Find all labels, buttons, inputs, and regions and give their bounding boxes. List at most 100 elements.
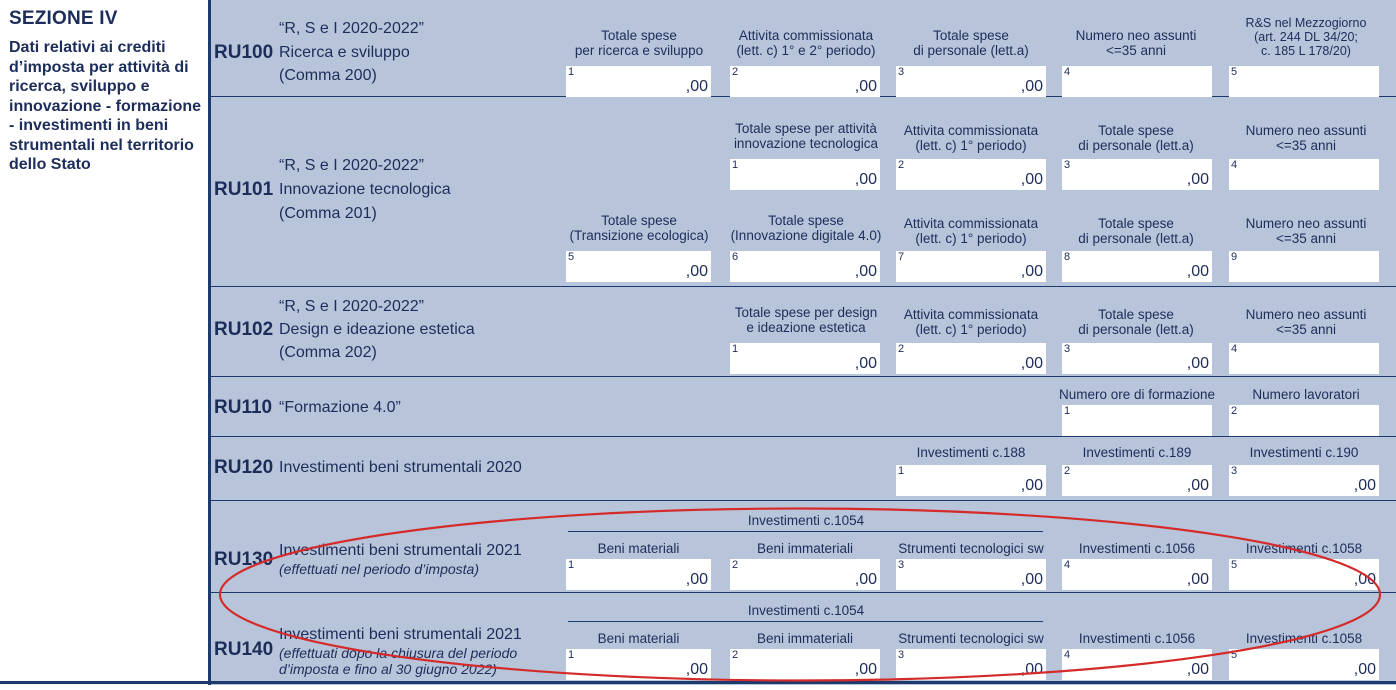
field-label: Attivita commissionata (lett. c) 1° e 2° …: [736, 28, 876, 58]
field-label: Investimenti c.190: [1249, 445, 1359, 460]
row-title-line3: (Comma 202): [279, 344, 377, 361]
amount-field[interactable]: 8,00: [1062, 251, 1212, 282]
amount-field[interactable]: 3,00: [1062, 159, 1212, 190]
amount-field[interactable]: 2,00: [730, 649, 880, 680]
amount-field[interactable]: 3,00: [896, 559, 1046, 590]
row-ru140: RU140 Investimenti beni strumentali 2021…: [211, 593, 1396, 681]
amount-field[interactable]: 5,00: [1229, 559, 1379, 590]
row-title-line1: “R, S e I 2020-2022”: [279, 20, 424, 37]
group-label: Investimenti c.1054: [747, 603, 865, 618]
amount-field[interactable]: 5,00: [566, 251, 711, 282]
group-divider: [568, 531, 1043, 532]
row-code: RU130: [214, 549, 274, 570]
field-label: Attivita commissionata (lett. c) 1° perio…: [903, 123, 1039, 153]
row-title-line3: (Comma 201): [279, 205, 377, 222]
count-field[interactable]: 1: [1062, 405, 1212, 436]
row-code: RU102: [214, 319, 274, 340]
row-title-line1: Investimenti beni strumentali 2020: [279, 459, 522, 476]
row-ru120: RU120 Investimenti beni strumentali 2020…: [211, 437, 1396, 501]
amount-field[interactable]: 2,00: [896, 159, 1046, 190]
section-title: SEZIONE IV: [9, 8, 118, 29]
group-divider: [568, 621, 1043, 622]
row-ru110: RU110 “Formazione 4.0” Numero ore di for…: [211, 377, 1396, 437]
field-label: Totale spese (Transizione ecologica): [569, 213, 709, 243]
amount-field[interactable]: 6,00: [730, 251, 880, 282]
field-label: Totale spese di personale (lett.a): [1078, 216, 1194, 246]
amount-field[interactable]: 2,00: [1062, 465, 1212, 496]
row-title-line1: “R, S e I 2020-2022”: [279, 157, 424, 174]
row-title-line1: “Formazione 4.0”: [279, 399, 401, 416]
field-label: Totale spese di personale (lett.a): [1078, 123, 1194, 153]
amount-field[interactable]: 3,00: [896, 66, 1046, 97]
field-label: Totale spese (Innovazione digitale 4.0): [730, 213, 882, 243]
count-field[interactable]: 9: [1229, 251, 1379, 282]
field-label: Investimenti c.1058: [1245, 541, 1363, 556]
row-title-line1: “R, S e I 2020-2022”: [279, 298, 424, 315]
section-sidebar: SEZIONE IV Dati relativi ai crediti d’im…: [0, 0, 208, 685]
amount-field[interactable]: 4,00: [1062, 649, 1212, 680]
amount-field[interactable]: 1,00: [730, 159, 880, 190]
field-label: Strumenti tecnologici sw: [898, 541, 1044, 556]
field-label: Attivita commissionata (lett. c) 1° perio…: [903, 307, 1039, 337]
field-label: Totale spese per design e ideazione estet…: [734, 305, 878, 335]
row-ru101: RU101 “R, S e I 2020-2022” Innovazione t…: [211, 97, 1396, 287]
field-label: Investimenti c.189: [1082, 445, 1192, 460]
amount-field[interactable]: 7,00: [896, 251, 1046, 282]
count-field[interactable]: 4: [1229, 159, 1379, 190]
field-label: Investimenti c.1058: [1245, 631, 1363, 646]
amount-field[interactable]: 1,00: [566, 66, 711, 97]
count-field[interactable]: 5: [1229, 66, 1379, 97]
field-label: Beni materiali: [597, 631, 680, 646]
row-code: RU100: [214, 42, 274, 63]
row-title-line3: (Comma 200): [279, 67, 377, 84]
amount-field[interactable]: 1,00: [566, 649, 711, 680]
field-label: Strumenti tecnologici sw: [898, 631, 1044, 646]
amount-field[interactable]: 4,00: [1062, 559, 1212, 590]
group-label: Investimenti c.1054: [747, 513, 865, 528]
amount-field[interactable]: 3,00: [1229, 465, 1379, 496]
row-title-line3: d’imposta e fino al 30 giugno 2022): [279, 661, 497, 677]
amount-field[interactable]: 5,00: [1229, 649, 1379, 680]
form-area: RU100 “R, S e I 2020-2022” Ricerca e svi…: [208, 0, 1396, 685]
field-label: Beni materiali: [597, 541, 680, 556]
field-label: Numero neo assunti <=35 anni: [1245, 307, 1367, 337]
row-ru102: RU102 “R, S e I 2020-2022” Design e idea…: [211, 287, 1396, 377]
row-title-line1: Investimenti beni strumentali 2021: [279, 542, 522, 559]
count-field[interactable]: 2: [1229, 405, 1379, 436]
row-ru130: RU130 Investimenti beni strumentali 2021…: [211, 501, 1396, 593]
amount-field[interactable]: 2,00: [730, 559, 880, 590]
field-label: Numero neo assunti <=35 anni: [1245, 123, 1367, 153]
field-label: R&S nel Mezzogiorno (art. 244 DL 34/20; c.…: [1245, 16, 1367, 58]
bottom-rule: [0, 681, 1396, 684]
amount-field[interactable]: 2,00: [730, 66, 880, 97]
row-code: RU120: [214, 457, 274, 478]
row-title-line2: (effettuati nel periodo d’imposta): [279, 561, 479, 577]
field-label: Investimenti c.188: [916, 445, 1026, 460]
section-description: Dati relativi ai crediti d’imposta per a…: [9, 39, 202, 173]
row-title-line2: Innovazione tecnologica: [279, 181, 451, 198]
count-field[interactable]: 4: [1062, 66, 1212, 97]
field-label: Totale spese di personale (lett.a): [913, 28, 1029, 58]
amount-field[interactable]: 2,00: [896, 343, 1046, 374]
count-field[interactable]: 4: [1229, 343, 1379, 374]
row-code: RU140: [214, 639, 274, 660]
field-label: Totale spese per ricerca e sviluppo: [574, 28, 704, 58]
amount-field[interactable]: 1,00: [566, 559, 711, 590]
amount-field[interactable]: 3,00: [1062, 343, 1212, 374]
field-label: Beni immateriali: [756, 541, 854, 556]
amount-field[interactable]: 1,00: [896, 465, 1046, 496]
row-code: RU110: [214, 397, 273, 418]
amount-field[interactable]: 1,00: [730, 343, 880, 374]
field-label: Numero ore di formazione: [1058, 387, 1216, 402]
field-label: Totale spese di personale (lett.a): [1078, 307, 1194, 337]
field-label: Numero neo assunti <=35 anni: [1075, 28, 1197, 58]
field-label: Investimenti c.1056: [1078, 541, 1196, 556]
row-title-line2: (effettuati dopo la chiusura del periodo: [279, 645, 518, 661]
field-label: Investimenti c.1056: [1078, 631, 1196, 646]
field-label: Beni immateriali: [756, 631, 854, 646]
field-label: Attivita commissionata (lett. c) 1° perio…: [903, 216, 1039, 246]
amount-field[interactable]: 3,00: [896, 649, 1046, 680]
row-title-line1: Investimenti beni strumentali 2021: [279, 626, 522, 643]
field-label: Numero lavoratori: [1252, 387, 1360, 402]
row-title-line2: Ricerca e sviluppo: [279, 44, 410, 61]
